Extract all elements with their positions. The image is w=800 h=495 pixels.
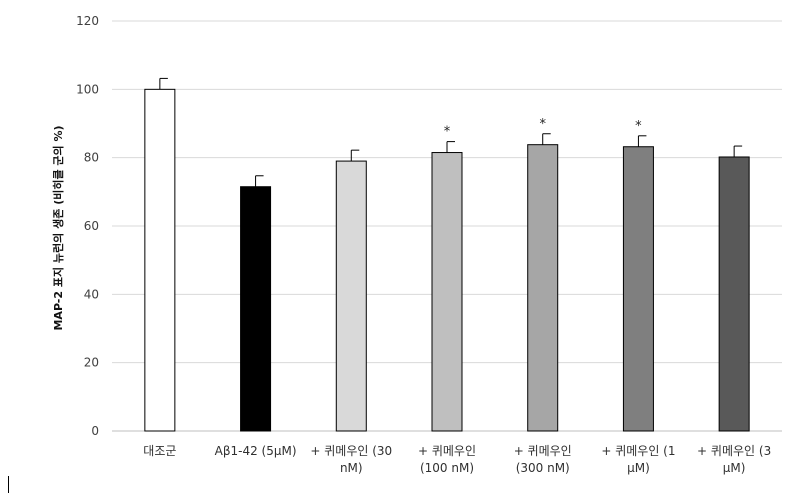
y-tick-label: 80: [84, 151, 99, 165]
x-axis-labels: 대조군 Aβ1-42 (5μM) + 퀴메우인 (30 nM) + 퀴메우인 (100 n…: [143, 444, 771, 475]
x-tick-label: (300 nM): [516, 461, 570, 475]
bar: [719, 157, 749, 431]
y-tick-label: 120: [76, 14, 99, 28]
significance-star: *: [539, 117, 546, 132]
bars: [145, 89, 749, 431]
x-tick-label: Aβ1-42 (5μM): [215, 444, 297, 458]
y-tick-label: 40: [84, 287, 99, 301]
bar: [145, 89, 175, 431]
y-tick-label: 60: [84, 219, 99, 233]
x-tick-label: + 퀴메우인: [514, 444, 572, 458]
error-bar: [447, 142, 455, 153]
y-tick-label: 0: [91, 424, 99, 438]
y-tick-label: 100: [76, 82, 99, 96]
frame-edge: [8, 476, 9, 493]
x-tick-label: + 퀴메우인 (3: [697, 444, 771, 458]
x-tick-label: 대조군: [143, 444, 176, 458]
bar: [623, 147, 653, 431]
bar: [528, 145, 558, 431]
error-bar: [160, 78, 168, 89]
x-tick-label: nM): [340, 461, 363, 475]
x-tick-label: + 퀴메우인 (1: [601, 444, 675, 458]
significance-star: *: [444, 125, 451, 140]
error-bar: [543, 134, 551, 145]
x-tick-label: + 퀴메우인: [418, 444, 476, 458]
y-axis-ticks: 0 20 40 60 80 100 120: [76, 14, 99, 438]
error-bar: [351, 150, 359, 161]
x-tick-label: + 퀴메우인 (30: [310, 444, 392, 458]
error-bar: [256, 176, 264, 187]
bar: [336, 161, 366, 431]
y-axis-label: MAP-2 표지 뉴런의 생존 (비히클 군의 %): [51, 125, 65, 330]
x-tick-label: μM): [723, 461, 746, 475]
bar: [432, 153, 462, 431]
x-tick-label: μM): [627, 461, 650, 475]
error-bar: [734, 146, 742, 157]
x-tick-label: (100 nM): [420, 461, 474, 475]
bar: [241, 187, 271, 431]
significance-star: *: [635, 119, 642, 134]
y-tick-label: 20: [84, 356, 99, 370]
error-bar: [638, 136, 646, 147]
